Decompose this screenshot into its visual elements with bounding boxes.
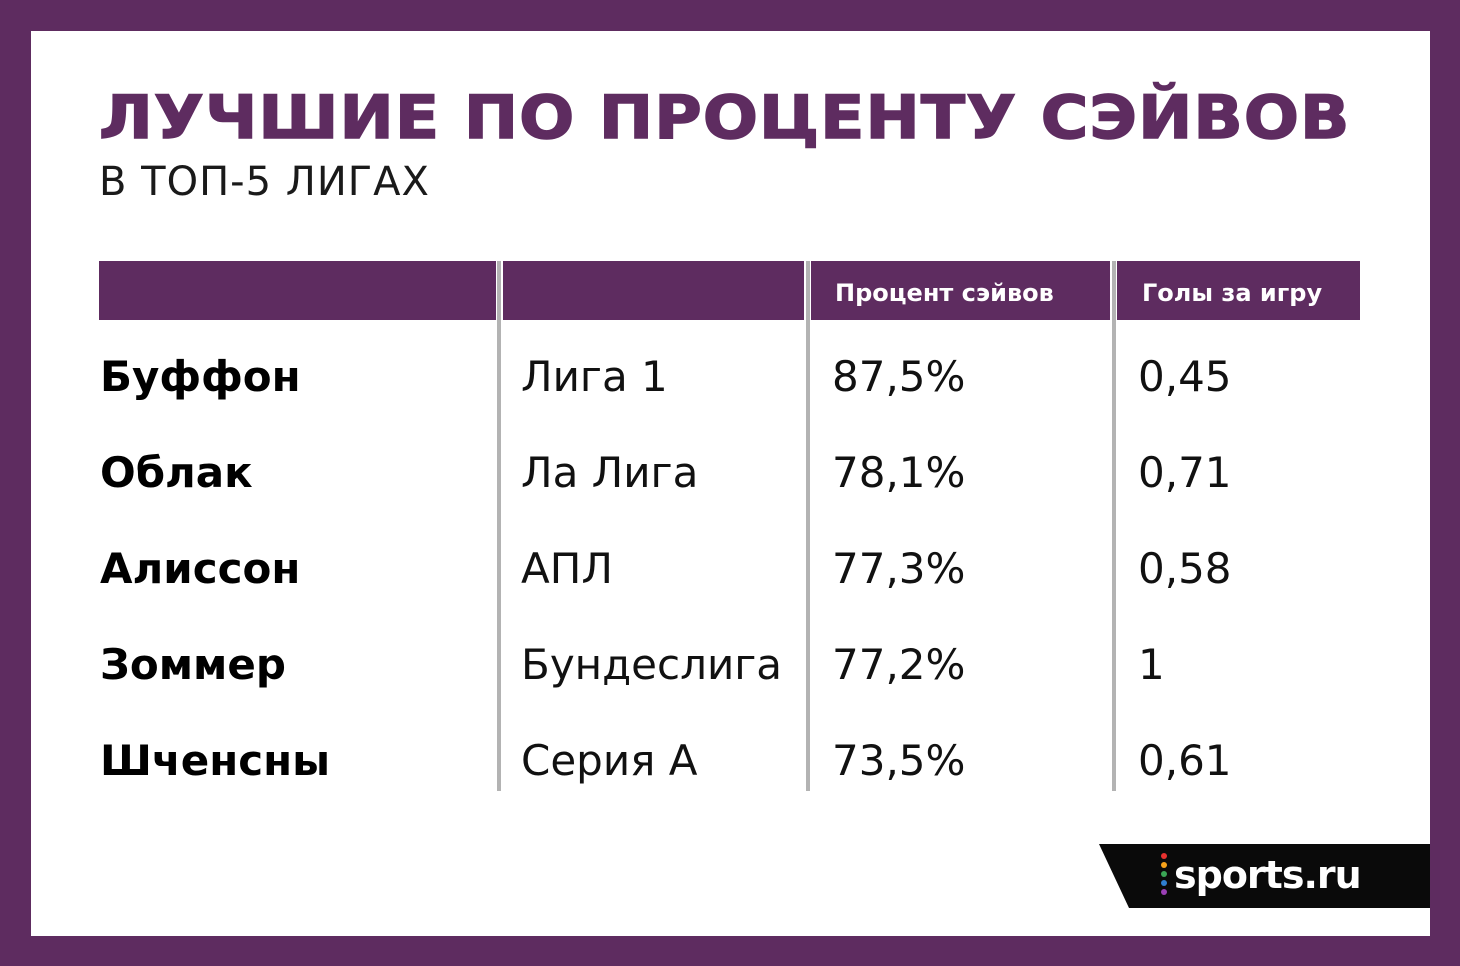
goals-per-game: 1 xyxy=(1138,640,1165,689)
title: ЛУЧШИЕ ПО ПРОЦЕНТУ СЭЙВОВ xyxy=(98,82,1351,154)
infographic-card: ЛУЧШИЕ ПО ПРОЦЕНТУ СЭЙВОВ В ТОП-5 ЛИГАХ … xyxy=(31,31,1430,936)
goals-per-game: 0,58 xyxy=(1138,544,1232,593)
league-name: Бундеслига xyxy=(521,640,783,689)
league-name: Серия А xyxy=(521,736,698,785)
table-row: Шченсны Серия А 73,5% 0,61 xyxy=(31,713,1430,809)
goals-per-game: 0,45 xyxy=(1138,352,1232,401)
table-header-league xyxy=(503,261,804,320)
player-name: Алиссон xyxy=(100,544,301,593)
logo-dot xyxy=(1161,889,1167,895)
logo-dot xyxy=(1161,880,1167,886)
logo-dot xyxy=(1161,871,1167,877)
save-percentage: 77,3% xyxy=(832,544,966,593)
logo-dots-icon xyxy=(1161,853,1167,901)
goals-per-game: 0,61 xyxy=(1138,736,1232,785)
save-percentage: 87,5% xyxy=(832,352,966,401)
save-percentage: 77,2% xyxy=(832,640,966,689)
league-name: Лига 1 xyxy=(521,352,668,401)
table-row: Алиссон АПЛ 77,3% 0,58 xyxy=(31,521,1430,617)
table-row: Зоммер Бундеслига 77,2% 1 xyxy=(31,617,1430,713)
subtitle: В ТОП-5 ЛИГАХ xyxy=(99,159,430,205)
sports-ru-logo: sports.ru xyxy=(1174,853,1362,897)
player-name: Буффон xyxy=(100,352,301,401)
league-name: Ла Лига xyxy=(521,448,699,497)
league-name: АПЛ xyxy=(521,544,613,593)
table-row: Облак Ла Лига 78,1% 0,71 xyxy=(31,425,1430,521)
logo-dot xyxy=(1161,853,1167,859)
save-percentage: 73,5% xyxy=(832,736,966,785)
table-header-goals-per-game: Голы за игру xyxy=(1117,261,1360,320)
column-divider xyxy=(806,261,810,791)
table-header-save-pct: Процент сэйвов xyxy=(811,261,1110,320)
player-name: Шченсны xyxy=(100,736,331,785)
table-row: Буффон Лига 1 87,5% 0,45 xyxy=(31,329,1430,425)
table-header-name xyxy=(99,261,496,320)
save-percentage: 78,1% xyxy=(832,448,966,497)
logo-band xyxy=(1099,844,1430,908)
player-name: Зоммер xyxy=(100,640,286,689)
logo-dot xyxy=(1161,862,1167,868)
goals-per-game: 0,71 xyxy=(1138,448,1232,497)
column-divider xyxy=(497,261,501,791)
column-divider xyxy=(1112,261,1116,791)
player-name: Облак xyxy=(100,448,253,497)
